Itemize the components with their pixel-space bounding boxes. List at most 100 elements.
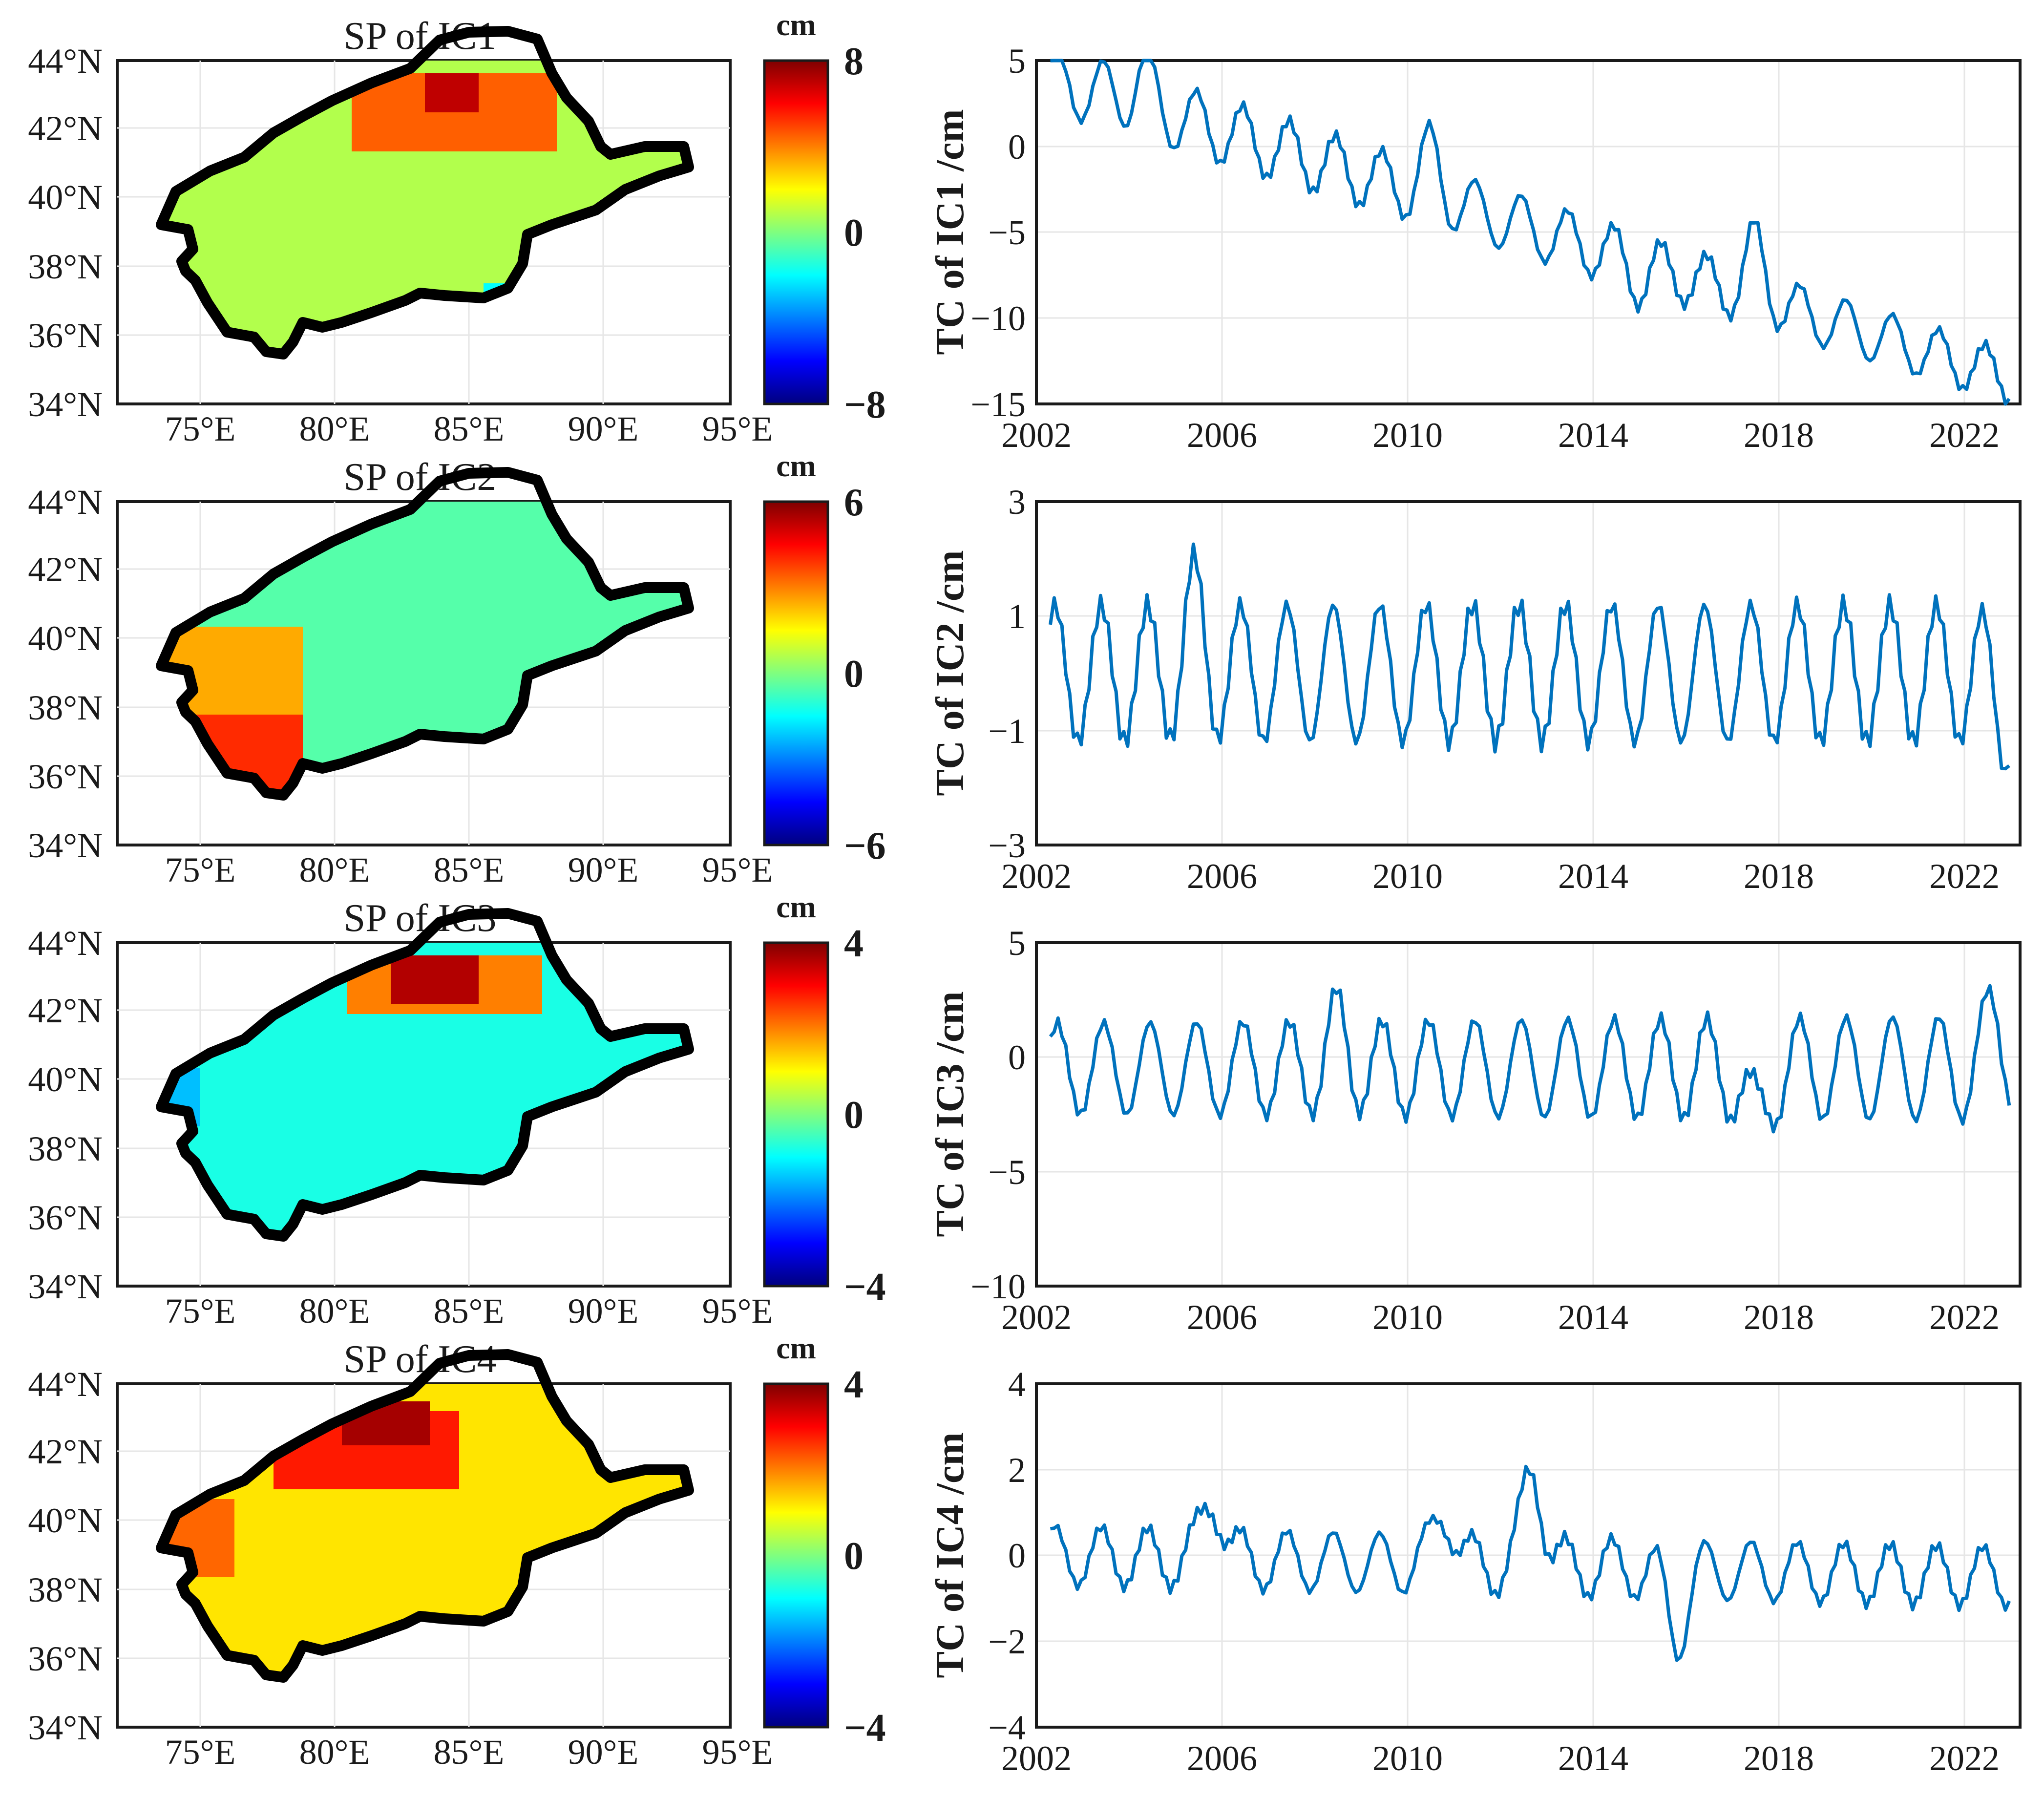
ts-line bbox=[1049, 984, 2011, 1134]
lon-tick: 80°E bbox=[299, 1291, 370, 1331]
ts-ytick: −2 bbox=[988, 1622, 1026, 1661]
basin-fill bbox=[161, 943, 689, 1236]
colorbar-max: 6 bbox=[844, 481, 864, 524]
ts-xtick: 2010 bbox=[1372, 857, 1443, 896]
ts-xtick: 2018 bbox=[1744, 416, 1814, 455]
lon-tick: 95°E bbox=[702, 850, 773, 889]
lat-tick: 34°N bbox=[28, 385, 103, 424]
lat-tick: 34°N bbox=[28, 1267, 103, 1306]
lat-tick: 34°N bbox=[28, 826, 103, 865]
colorbar-gradient bbox=[763, 1382, 829, 1729]
ts-ylabel: TC of IC1 /cm bbox=[927, 109, 972, 355]
lon-tick: 80°E bbox=[299, 1733, 370, 1772]
ts-line bbox=[1050, 1464, 2011, 1662]
colorbar-unit: cm bbox=[776, 1331, 816, 1365]
lat-tick: 36°N bbox=[28, 757, 103, 796]
lat-ticks: 44°N 42°N 40°N 38°N 36°N 34°N bbox=[28, 483, 103, 865]
ts-xtick: 2014 bbox=[1558, 857, 1628, 896]
lat-tick: 42°N bbox=[28, 109, 103, 148]
ts-xticks: 2002 2006 2010 2014 2018 2022 bbox=[1001, 1739, 2000, 1778]
lat-tick: 40°N bbox=[28, 178, 103, 217]
lon-tick: 85°E bbox=[434, 1733, 505, 1772]
ts-ytick: 0 bbox=[1008, 127, 1026, 167]
lon-tick: 85°E bbox=[434, 1291, 505, 1331]
ts-xtick: 2006 bbox=[1187, 1298, 1257, 1337]
ts-frame bbox=[1035, 1382, 2022, 1729]
colorbar-gradient bbox=[763, 59, 829, 405]
colorbar: cm 4 0 −4 bbox=[763, 889, 886, 1309]
timeseries-panel-1: TC of IC1 /cm 5 0 −5 −10 −15 2002 2006 2… bbox=[927, 42, 2022, 455]
lon-tick: 80°E bbox=[299, 850, 370, 889]
ts-ytick: −5 bbox=[988, 213, 1026, 252]
ts-xtick: 2002 bbox=[1001, 857, 1072, 896]
ts-ytick: 5 bbox=[1008, 924, 1026, 963]
ts-frame bbox=[1035, 500, 2022, 846]
ts-xtick: 2006 bbox=[1187, 1739, 1257, 1778]
lat-tick: 36°N bbox=[28, 1639, 103, 1678]
ts-ytick: −5 bbox=[988, 1153, 1026, 1192]
lat-tick: 34°N bbox=[28, 1708, 103, 1747]
ts-ytick: −1 bbox=[988, 712, 1026, 751]
ts-xtick: 2010 bbox=[1372, 416, 1443, 455]
lat-tick: 38°N bbox=[28, 1129, 103, 1168]
timeseries-panel-3: TC of IC3 /cm 5 0 −5 −10 2002 2006 2010 … bbox=[927, 924, 2022, 1337]
colorbar-gradient bbox=[763, 500, 829, 846]
ts-xtick: 2014 bbox=[1558, 1298, 1628, 1337]
lon-tick: 85°E bbox=[434, 409, 505, 448]
ts-xtick: 2022 bbox=[1929, 1739, 2000, 1778]
ts-xtick: 2002 bbox=[1001, 416, 1072, 455]
ts-xtick: 2006 bbox=[1187, 416, 1257, 455]
ts-xticks: 2002 2006 2010 2014 2018 2022 bbox=[1001, 1298, 2000, 1337]
ts-ytick: 1 bbox=[1008, 597, 1026, 636]
lat-tick: 42°N bbox=[28, 550, 103, 589]
colorbar-gradient bbox=[763, 941, 829, 1288]
ts-ylabel: TC of IC3 /cm bbox=[927, 991, 972, 1237]
lon-tick: 90°E bbox=[568, 1733, 639, 1772]
ts-ytick: −3 bbox=[988, 826, 1026, 865]
lon-tick: 90°E bbox=[568, 850, 639, 889]
ts-xticks: 2002 2006 2010 2014 2018 2022 bbox=[1001, 416, 2000, 455]
ts-xtick: 2018 bbox=[1744, 1298, 1814, 1337]
lon-ticks: 75°E 80°E 85°E 90°E 95°E bbox=[165, 409, 773, 448]
lon-ticks: 75°E 80°E 85°E 90°E 95°E bbox=[165, 1291, 773, 1331]
colorbar: cm 6 0 −6 bbox=[763, 448, 886, 867]
lon-tick: 80°E bbox=[299, 409, 370, 448]
ts-frame bbox=[1035, 941, 2022, 1288]
lat-tick: 40°N bbox=[28, 619, 103, 658]
lon-tick: 85°E bbox=[434, 850, 505, 889]
colorbar: cm 8 0 −8 bbox=[763, 7, 886, 426]
ts-ytick: 3 bbox=[1008, 483, 1026, 522]
colorbar-mid: 0 bbox=[844, 653, 864, 696]
ts-ytick: 4 bbox=[1008, 1365, 1026, 1404]
lat-tick: 44°N bbox=[28, 483, 103, 522]
lon-tick: 75°E bbox=[165, 409, 236, 448]
lat-tick: 40°N bbox=[28, 1501, 103, 1540]
lon-tick: 90°E bbox=[568, 409, 639, 448]
ts-frame bbox=[1035, 59, 2022, 405]
ts-xtick: 2018 bbox=[1744, 857, 1814, 896]
lat-tick: 44°N bbox=[28, 924, 103, 963]
ts-ytick: 0 bbox=[1008, 1038, 1026, 1077]
ts-xtick: 2014 bbox=[1558, 416, 1628, 455]
ts-yticks: 3 1 −1 −3 bbox=[988, 483, 1026, 865]
basin-fill bbox=[161, 1384, 689, 1677]
lat-tick: 36°N bbox=[28, 316, 103, 355]
lat-tick: 40°N bbox=[28, 1060, 103, 1099]
colorbar: cm 4 0 −4 bbox=[763, 1331, 886, 1750]
ts-ytick: −4 bbox=[988, 1708, 1026, 1747]
colorbar-max: 8 bbox=[844, 40, 864, 83]
colorbar-mid: 0 bbox=[844, 211, 864, 254]
ts-xtick: 2002 bbox=[1001, 1298, 1072, 1337]
ts-ytick: −10 bbox=[970, 299, 1026, 338]
lon-tick: 90°E bbox=[568, 1291, 639, 1331]
basin-fill bbox=[161, 502, 689, 795]
lat-ticks: 44°N 42°N 40°N 38°N 36°N 34°N bbox=[28, 924, 103, 1306]
ts-xticks: 2002 2006 2010 2014 2018 2022 bbox=[1001, 857, 2000, 896]
map-panel-4: SP of IC4 44°N 42°N 40°N 38°N 36°N 34°N … bbox=[28, 1331, 885, 1772]
lat-tick: 42°N bbox=[28, 1432, 103, 1471]
lon-ticks: 75°E 80°E 85°E 90°E 95°E bbox=[165, 1733, 773, 1772]
ts-xtick: 2022 bbox=[1929, 1298, 2000, 1337]
colorbar-mid: 0 bbox=[844, 1535, 864, 1578]
ts-xtick: 2002 bbox=[1001, 1739, 1072, 1778]
